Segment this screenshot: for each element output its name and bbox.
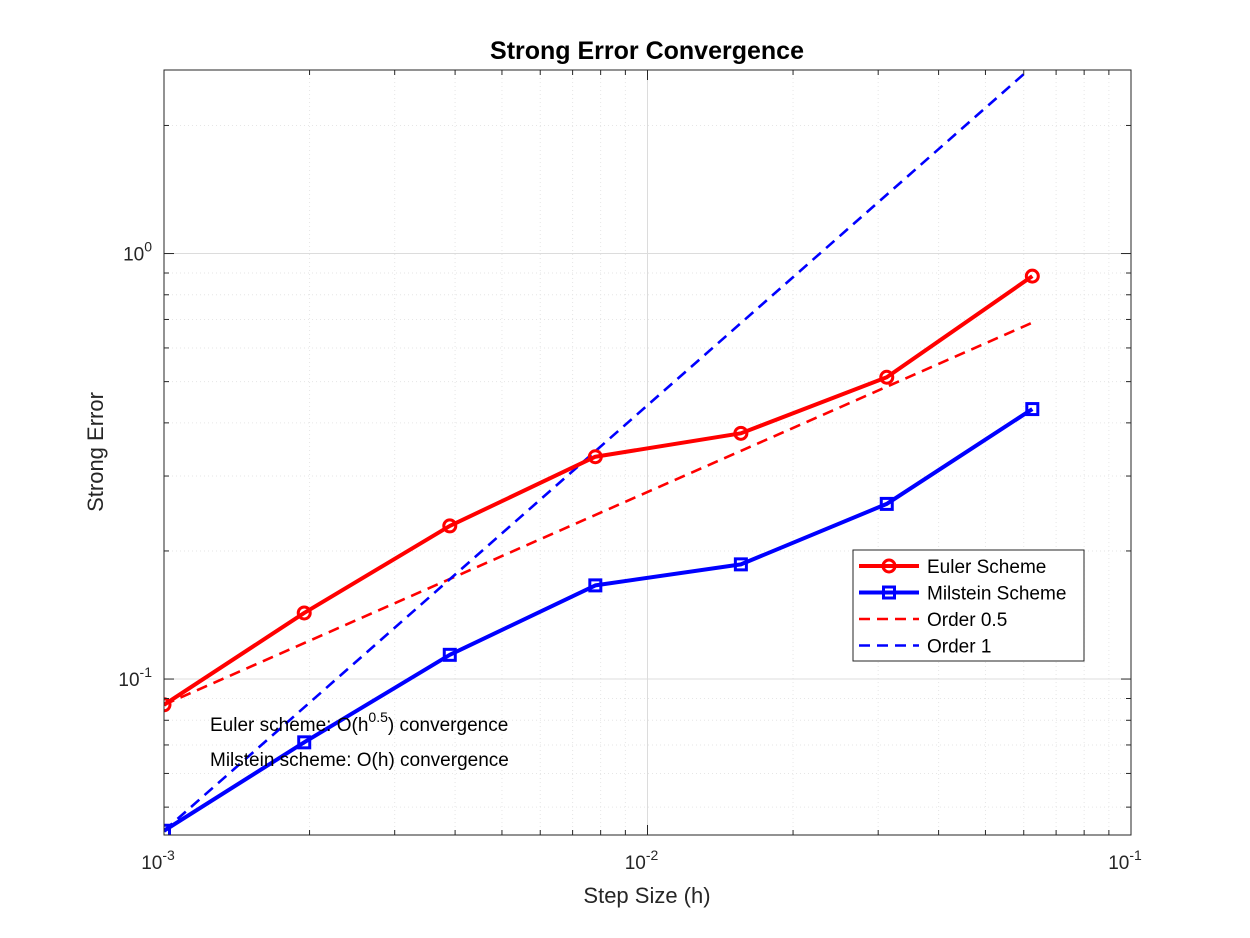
x-tick-label-exponent: -2 — [646, 847, 659, 863]
data-point-milstein-scheme — [297, 735, 312, 750]
data-point-euler-scheme — [442, 518, 458, 534]
series-layer — [164, 70, 1040, 835]
annotations: Euler scheme: O(h0.5) convergenceMilstei… — [210, 709, 509, 771]
legend-label-order-0-5: Order 0.5 — [927, 610, 1007, 631]
data-point-milstein-scheme — [733, 557, 748, 572]
data-point-euler-scheme — [1024, 268, 1040, 284]
annotation-superscript: 0.5 — [368, 709, 388, 725]
legend-marker-milstein-scheme — [882, 585, 896, 600]
x-tick-label-exponent: -3 — [162, 847, 175, 863]
series-line-order-1 — [164, 70, 1031, 832]
legend: Euler Scheme Milstein Scheme Order 0.5 Orde… — [852, 549, 1085, 662]
x-tick-label-exponent: -1 — [1129, 847, 1142, 863]
legend-box — [852, 549, 1085, 662]
data-point-euler-scheme — [733, 425, 749, 441]
y-tick-label-exponent: -1 — [140, 664, 153, 680]
annotation-suffix: ) convergence — [388, 715, 508, 736]
data-point-milstein-scheme — [1025, 402, 1040, 417]
data-point-milstein-scheme — [442, 647, 457, 662]
legend-marker-euler-scheme — [881, 558, 897, 574]
data-point-euler-scheme — [164, 697, 172, 713]
data-point-euler-scheme — [587, 449, 603, 465]
data-point-milstein-scheme — [164, 823, 171, 835]
legend-label-order-1: Order 1 — [927, 637, 991, 658]
data-point-euler-scheme — [879, 369, 895, 385]
x-axis-label: Step Size (h) — [583, 883, 710, 908]
legend-label-euler-scheme: Euler Scheme — [927, 557, 1046, 578]
tick-marks — [163, 70, 1132, 835]
series-line-order-0-5 — [164, 321, 1033, 706]
y-axis-label: Strong Error — [83, 392, 108, 512]
series-line-milstein-scheme — [164, 407, 1034, 833]
legend-label-milstein-scheme: Milstein Scheme — [927, 584, 1066, 605]
y-tick-label-exponent: 0 — [144, 239, 152, 255]
data-point-euler-scheme — [296, 605, 312, 621]
annotation-text: Milstein scheme: O(h) convergence — [210, 750, 509, 771]
chart-title: Strong Error Convergence — [490, 37, 804, 65]
series-line-euler-scheme — [164, 274, 1034, 707]
data-point-milstein-scheme — [879, 496, 894, 511]
data-point-milstein-scheme — [588, 578, 603, 593]
